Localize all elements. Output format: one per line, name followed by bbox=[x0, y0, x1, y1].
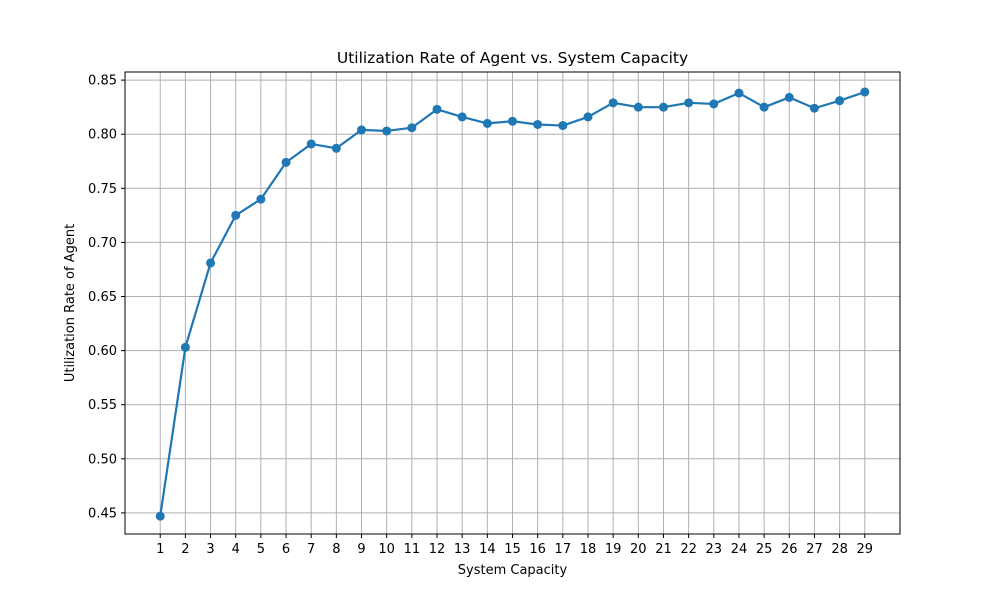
y-tick-label: 0.70 bbox=[88, 236, 117, 251]
y-tick-label: 0.80 bbox=[88, 128, 117, 143]
x-tick-label: 28 bbox=[831, 542, 848, 557]
y-tick-label: 0.60 bbox=[88, 344, 117, 359]
y-tick-label: 0.55 bbox=[88, 398, 117, 413]
x-tick-label: 6 bbox=[282, 542, 290, 557]
x-tick-label: 5 bbox=[257, 542, 265, 557]
x-tick-label: 20 bbox=[630, 542, 647, 557]
data-point bbox=[709, 99, 719, 109]
data-point bbox=[558, 121, 568, 131]
x-tick-label: 17 bbox=[555, 542, 572, 557]
data-point bbox=[809, 103, 819, 113]
x-tick-label: 25 bbox=[756, 542, 773, 557]
x-tick-label: 11 bbox=[404, 542, 421, 557]
data-point bbox=[256, 194, 266, 204]
data-point bbox=[306, 139, 316, 149]
data-point bbox=[759, 102, 769, 112]
x-tick-label: 19 bbox=[605, 542, 622, 557]
x-tick-label: 24 bbox=[731, 542, 748, 557]
x-tick-label: 29 bbox=[856, 542, 873, 557]
y-tick-label: 0.85 bbox=[88, 74, 117, 89]
y-axis-label: Utilization Rate of Agent bbox=[63, 224, 78, 382]
y-tick-label: 0.75 bbox=[88, 182, 117, 197]
x-axis-label: System Capacity bbox=[458, 563, 568, 578]
data-point bbox=[860, 87, 870, 97]
data-point bbox=[281, 157, 291, 167]
x-tick-label: 7 bbox=[307, 542, 315, 557]
x-tick-label: 4 bbox=[232, 542, 240, 557]
x-tick-label: 1 bbox=[156, 542, 164, 557]
data-point bbox=[407, 123, 417, 133]
data-point bbox=[331, 143, 341, 153]
data-point bbox=[608, 98, 618, 108]
data-point bbox=[432, 104, 442, 114]
data-point bbox=[382, 126, 392, 136]
grid-lines bbox=[125, 72, 900, 534]
x-tick-label: 26 bbox=[781, 542, 798, 557]
data-point bbox=[658, 102, 668, 112]
tick-labels: 1 2 3 4 5 6 7 8 9 10 11 12 13 14 15 16 17 18 19 20 21 22 23 24 2… bbox=[88, 74, 873, 557]
x-tick-label: 16 bbox=[529, 542, 546, 557]
x-tick-label: 21 bbox=[655, 542, 672, 557]
x-tick-label: 22 bbox=[680, 542, 697, 557]
y-tick-label: 0.65 bbox=[88, 290, 117, 305]
chart-title: Utilization Rate of Agent vs. System Cap… bbox=[337, 49, 688, 67]
x-tick-label: 9 bbox=[357, 542, 365, 557]
y-tick-label: 0.50 bbox=[88, 452, 117, 467]
data-point bbox=[482, 118, 492, 128]
x-tick-label: 13 bbox=[454, 542, 471, 557]
data-point bbox=[357, 125, 367, 135]
x-tick-label: 18 bbox=[580, 542, 597, 557]
data-point bbox=[231, 210, 241, 220]
axis-ticks bbox=[121, 79, 866, 538]
data-point bbox=[784, 92, 794, 102]
data-point bbox=[508, 116, 517, 126]
data-point bbox=[155, 511, 165, 521]
x-tick-label: 10 bbox=[378, 542, 395, 557]
x-tick-label: 23 bbox=[706, 542, 723, 557]
data-point bbox=[533, 119, 543, 129]
data-point bbox=[206, 258, 216, 268]
x-tick-label: 12 bbox=[429, 542, 446, 557]
data-point bbox=[180, 342, 190, 352]
x-tick-label: 15 bbox=[504, 542, 521, 557]
data-point bbox=[457, 112, 467, 122]
data-points bbox=[155, 87, 870, 521]
data-point bbox=[734, 88, 744, 98]
x-tick-label: 8 bbox=[332, 542, 340, 557]
x-tick-label: 27 bbox=[806, 542, 823, 557]
data-point bbox=[583, 112, 593, 122]
x-tick-label: 2 bbox=[181, 542, 189, 557]
data-point bbox=[835, 96, 845, 106]
data-point bbox=[633, 102, 643, 112]
data-point bbox=[684, 98, 694, 108]
x-tick-label: 14 bbox=[479, 542, 496, 557]
x-tick-label: 3 bbox=[206, 542, 214, 557]
y-tick-label: 0.45 bbox=[88, 506, 117, 521]
